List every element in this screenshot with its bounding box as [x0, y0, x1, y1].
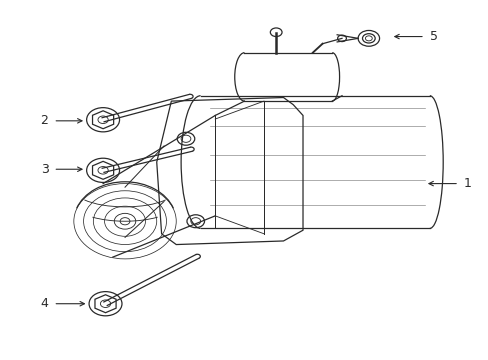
Text: 3: 3	[41, 163, 48, 176]
Text: 5: 5	[429, 30, 437, 43]
Text: 4: 4	[41, 297, 48, 310]
Text: 2: 2	[41, 114, 48, 127]
Circle shape	[337, 35, 346, 41]
Circle shape	[270, 28, 282, 37]
Text: 1: 1	[463, 177, 471, 190]
